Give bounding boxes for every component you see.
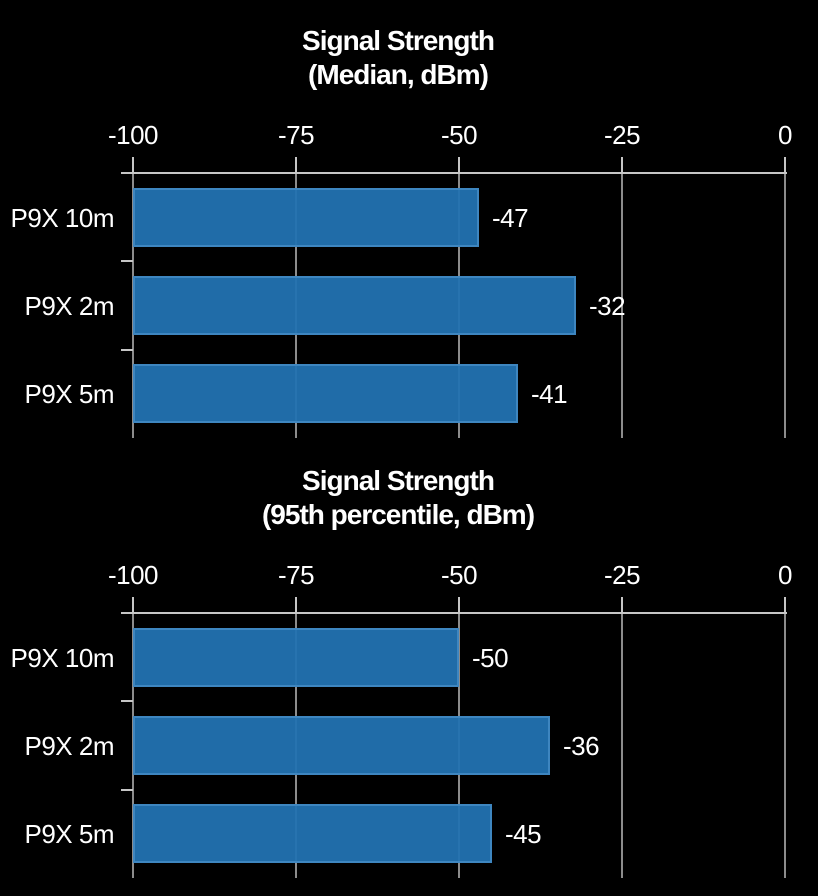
- bar: [133, 188, 479, 247]
- x-axis-tick: [458, 157, 460, 173]
- x-axis-tick: [621, 157, 623, 173]
- x-axis-line: [121, 612, 787, 614]
- x-axis-tick-label: 0: [778, 560, 792, 590]
- x-axis-tick-label: -50: [440, 560, 478, 590]
- x-axis-tick-label: 0: [778, 120, 792, 150]
- x-axis-tick: [784, 597, 786, 613]
- chart-title-line-1: Signal Strength: [302, 25, 495, 56]
- value-label: -32: [589, 291, 626, 321]
- x-axis-tick-label: -100: [107, 560, 159, 590]
- x-axis-tick: [295, 597, 297, 613]
- x-axis-tick-label: -25: [603, 560, 641, 590]
- y-axis-boundary-tick: [121, 789, 133, 791]
- bar: [133, 276, 576, 335]
- category-label: P9X 10m: [10, 643, 115, 673]
- value-label: -50: [472, 643, 509, 673]
- bar: [133, 628, 459, 687]
- chart-title-line-2: (95th percentile, dBm): [261, 499, 535, 530]
- value-label: -47: [492, 203, 529, 233]
- median-signal-chart: Signal Strength (Median, dBm) -100 -75 -50…: [10, 25, 792, 438]
- bar: [133, 716, 550, 775]
- gridline: [621, 614, 623, 878]
- x-axis-tick: [784, 157, 786, 173]
- category-label: P9X 2m: [24, 731, 115, 761]
- chart-title-line-2: (Median, dBm): [308, 59, 489, 90]
- bar: [133, 804, 492, 863]
- gridline: [784, 614, 786, 878]
- percentile-signal-chart: Signal Strength (95th percentile, dBm) -…: [0, 440, 818, 888]
- x-axis-tick-label: -50: [440, 120, 478, 150]
- x-axis-tick-label: -75: [277, 120, 315, 150]
- y-axis-boundary-tick: [121, 700, 133, 702]
- x-axis-line: [121, 172, 787, 174]
- x-axis-tick: [132, 157, 134, 173]
- x-axis-tick: [458, 597, 460, 613]
- x-axis-tick: [621, 597, 623, 613]
- category-label: P9X 5m: [24, 379, 115, 409]
- value-label: -45: [505, 819, 542, 849]
- y-axis-boundary-tick: [121, 349, 133, 351]
- x-axis-tick: [295, 157, 297, 173]
- value-label: -36: [563, 731, 600, 761]
- value-label: -41: [531, 379, 568, 409]
- category-label: P9X 2m: [24, 291, 115, 321]
- x-axis-tick-label: -25: [603, 120, 641, 150]
- x-axis-tick-label: -75: [277, 560, 315, 590]
- x-axis-tick-label: -100: [107, 120, 159, 150]
- x-axis-tick: [132, 597, 134, 613]
- gridline: [784, 174, 786, 438]
- bar: [133, 364, 518, 423]
- category-label: P9X 5m: [24, 819, 115, 849]
- category-label: P9X 10m: [10, 203, 115, 233]
- y-axis-boundary-tick: [121, 260, 133, 262]
- gridline: [621, 174, 623, 438]
- chart-title-line-1: Signal Strength: [302, 465, 495, 496]
